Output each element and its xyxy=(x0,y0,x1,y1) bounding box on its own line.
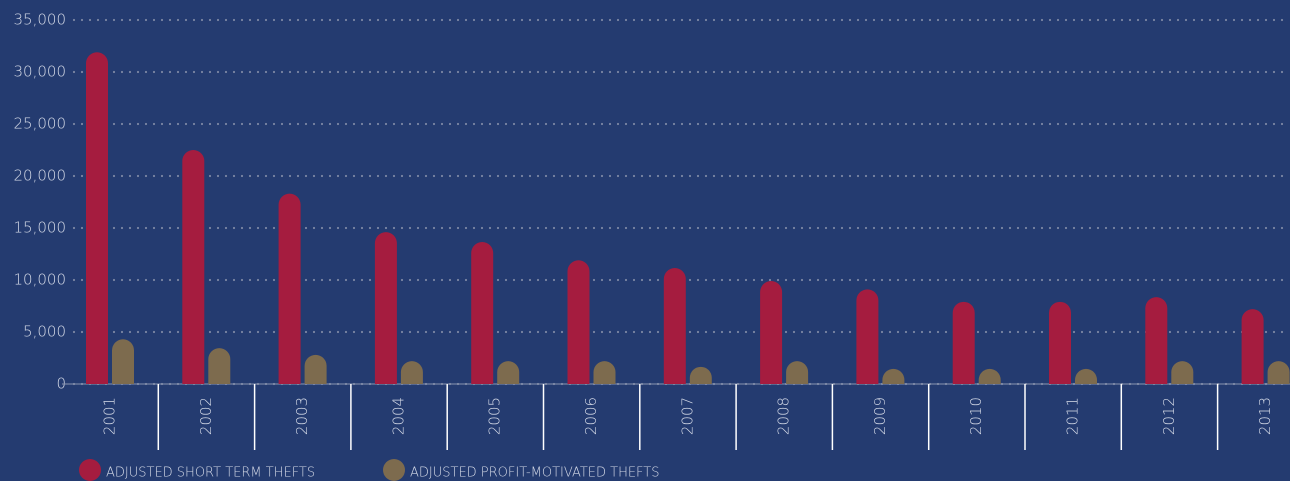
y-tick-label: 20,000 xyxy=(14,167,67,185)
bar xyxy=(882,368,905,384)
bar xyxy=(567,260,590,384)
x-tick-label: 2012 xyxy=(1160,397,1178,435)
bar xyxy=(856,289,879,384)
legend-label: ADJUSTED PROFIT-MOTIVATED THEFTS xyxy=(410,466,660,481)
bar xyxy=(400,361,423,384)
bar xyxy=(1049,301,1071,384)
x-tick-label: 2002 xyxy=(197,397,215,435)
bar xyxy=(471,242,494,384)
bar xyxy=(1145,297,1168,384)
y-tick-label: 30,000 xyxy=(14,63,67,81)
x-tick-label: 2005 xyxy=(486,397,504,435)
bar xyxy=(182,150,205,384)
bar xyxy=(1171,361,1194,384)
x-tick-label: 2004 xyxy=(389,397,407,435)
x-tick-label: 2013 xyxy=(1256,397,1274,435)
y-tick-label: 0 xyxy=(56,375,66,393)
bar xyxy=(1075,368,1097,384)
y-tick-label: 25,000 xyxy=(14,115,67,133)
x-tick-label: 2006 xyxy=(582,397,600,435)
bar xyxy=(663,268,686,384)
y-tick-label: 15,000 xyxy=(14,219,67,237)
bar xyxy=(112,339,134,384)
y-tick-label: 10,000 xyxy=(14,271,67,289)
x-tick-label: 2011 xyxy=(1064,397,1082,435)
x-tick-label: 2008 xyxy=(775,397,793,435)
bar xyxy=(952,301,975,384)
bar xyxy=(208,348,231,384)
bar xyxy=(978,368,1001,384)
x-tick-label: 2010 xyxy=(967,397,985,435)
y-tick-label: 5,000 xyxy=(23,323,66,341)
bar xyxy=(304,354,327,384)
bar xyxy=(1267,361,1290,384)
x-tick-label: 2003 xyxy=(293,397,311,435)
bar xyxy=(593,361,616,384)
bar xyxy=(374,232,397,384)
legend-label: ADJUSTED SHORT TERM THEFTS xyxy=(106,466,315,481)
x-tick-label: 2001 xyxy=(101,397,119,435)
x-tick-label: 2007 xyxy=(678,397,696,435)
bar xyxy=(786,361,809,384)
bar xyxy=(689,366,712,384)
bar xyxy=(86,52,108,385)
bar xyxy=(760,281,783,384)
bar xyxy=(1241,309,1264,384)
bar xyxy=(497,361,520,384)
legend-swatch xyxy=(383,459,405,481)
y-tick-label: 35,000 xyxy=(14,11,67,29)
bar xyxy=(278,193,301,384)
legend-swatch xyxy=(79,459,101,481)
x-tick-label: 2009 xyxy=(871,397,889,435)
